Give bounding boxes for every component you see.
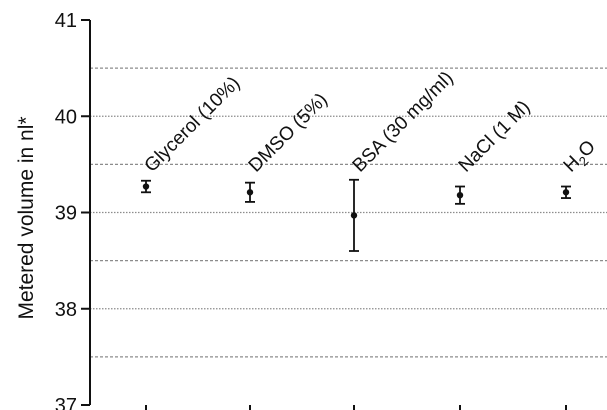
category-label: BSA (30 mg/ml) (349, 68, 458, 177)
x-ticks (145, 405, 567, 410)
data-points (141, 178, 571, 252)
category-label: Glycerol (10%) (141, 73, 245, 177)
data-point (350, 212, 358, 219)
y-ticks: 37 38 39 40 41 (55, 10, 90, 410)
data-point-group (455, 185, 465, 205)
data-point (246, 189, 254, 196)
y-tick-label: 38 (55, 299, 77, 321)
y-tick-label: 40 (55, 106, 77, 128)
data-point (142, 183, 150, 190)
category-label: DMSO (5%) (245, 89, 332, 176)
data-point-group (141, 179, 151, 194)
data-point-group (245, 181, 255, 203)
gridlines (90, 67, 607, 358)
category-labels: Glycerol (10%) DMSO (5%) BSA (30 mg/ml)NaC… (141, 68, 602, 178)
data-point (456, 191, 464, 199)
y-tick-label: 41 (55, 10, 77, 32)
data-point-group (349, 178, 359, 252)
y-axis-title: Metered volume in nl* (15, 116, 38, 319)
y-tick-label: 37 (55, 395, 77, 410)
data-point (562, 189, 570, 196)
y-tick-label: 39 (55, 203, 77, 225)
category-label: H2O (560, 136, 602, 178)
data-point-group (561, 185, 571, 199)
